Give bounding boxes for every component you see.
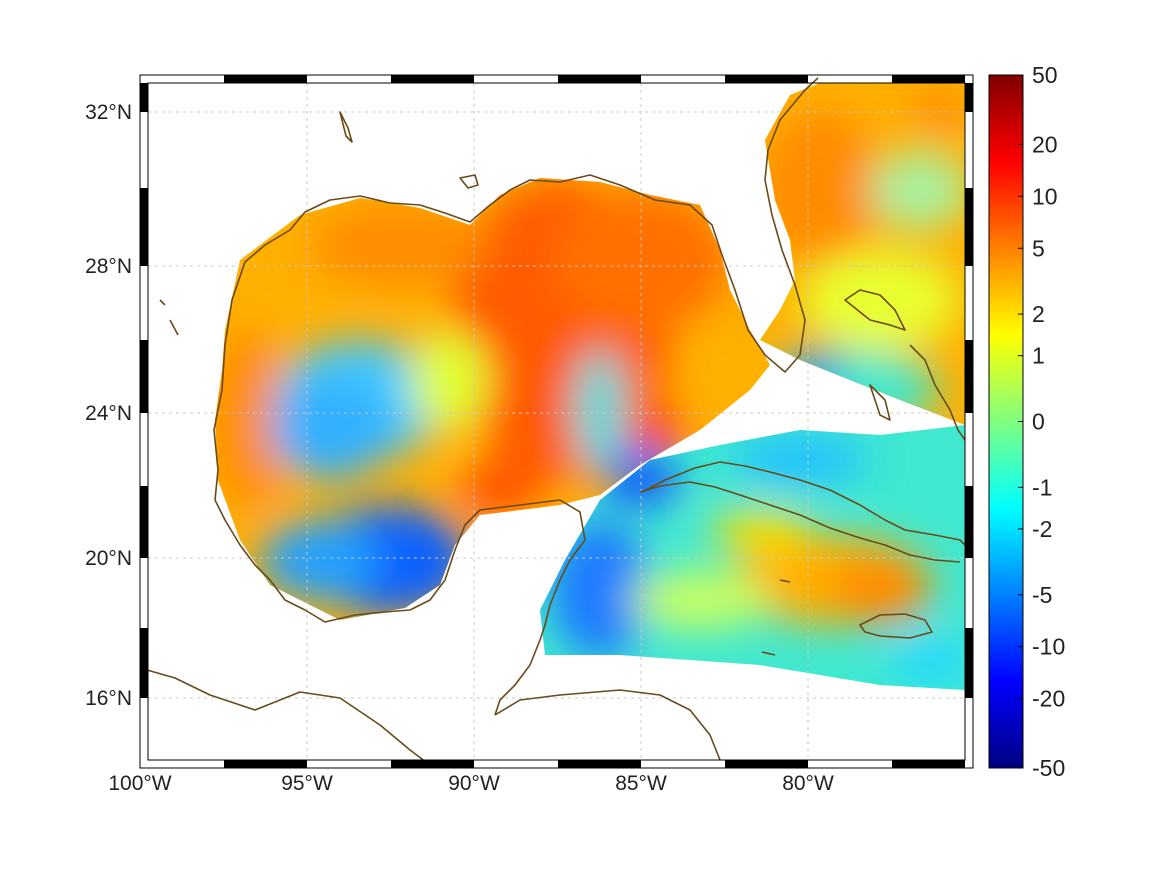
x-tick-label: 95°W [281,772,333,795]
y-tick-label: 32°N [85,101,132,124]
y-tick-label: 16°N [85,687,132,710]
colorbar-label: 2 [1032,301,1045,327]
x-axis-ticks: 100°W 95°W 90°W 85°W 80°W [108,772,834,795]
colorbar-label: -5 [1032,582,1052,608]
colorbar-label: 10 [1032,183,1058,209]
data-field [215,83,965,690]
colorbar-label: 20 [1032,131,1058,157]
y-tick-label: 24°N [85,402,132,425]
x-tick-label: 80°W [782,772,834,795]
y-tick-label: 20°N [85,547,132,570]
colorbar-label: -1 [1032,474,1052,500]
colorbar-label: -2 [1032,516,1052,542]
y-tick-label: 28°N [85,255,132,278]
colorbar-label: -20 [1032,686,1065,712]
x-tick-label: 100°W [108,772,171,795]
colorbar-label: -10 [1032,634,1065,660]
colorbar-label: -50 [1032,755,1065,781]
x-tick-label: 90°W [448,772,500,795]
x-tick-label: 85°W [615,772,667,795]
colorbar-gradient [988,74,1024,769]
colorbar-label: 0 [1032,409,1045,435]
colorbar-label: 1 [1032,343,1045,369]
colorbar-label: 50 [1032,62,1058,88]
gridlines [148,83,965,760]
y-axis-ticks: 32°N 28°N 24°N 20°N 16°N [85,101,132,710]
colorbar-label: 5 [1032,235,1045,261]
axes-frame [139,74,974,769]
coastlines [139,77,966,766]
